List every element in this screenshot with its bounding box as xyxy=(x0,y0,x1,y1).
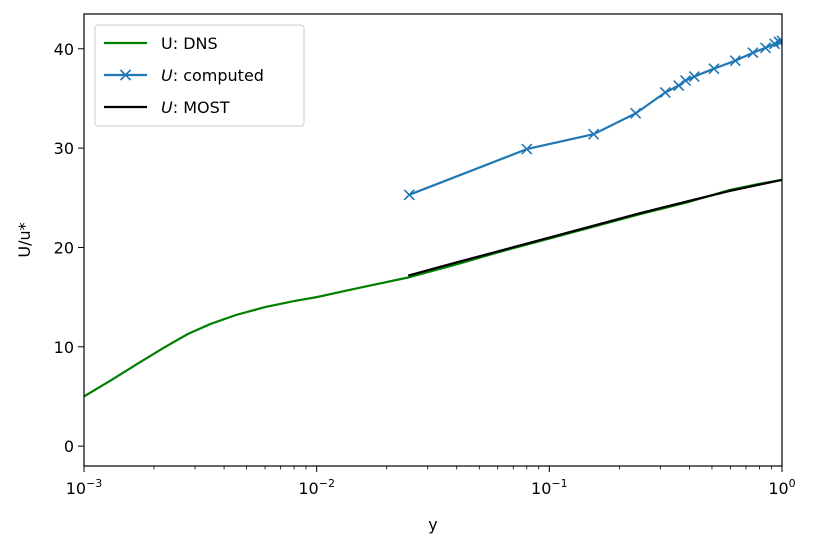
x-tick-label: 100 xyxy=(768,477,795,498)
axis-ticks: 10−3 10−2 10−1 100 0 10 20 30 40 xyxy=(54,40,796,498)
marker-stroke xyxy=(630,107,642,119)
y-tick-label: 40 xyxy=(54,40,74,59)
y-tick-label: 10 xyxy=(54,338,74,357)
marker-stroke xyxy=(760,42,772,54)
data-point-marker xyxy=(659,86,671,99)
data-point-marker xyxy=(521,143,533,155)
marker-stroke xyxy=(776,35,782,42)
marker-stroke xyxy=(659,86,671,99)
marker-stroke xyxy=(747,47,759,59)
data-point-marker xyxy=(688,71,700,83)
data-point-marker xyxy=(630,107,642,119)
data-point-marker xyxy=(588,128,600,140)
legend-entry: U: computed xyxy=(104,66,264,85)
data-point-marker xyxy=(760,42,772,54)
y-axis-label: U/u* xyxy=(15,222,34,257)
data-point-marker xyxy=(403,189,415,201)
marker-stroke xyxy=(403,189,415,201)
series-line-computed xyxy=(407,39,782,197)
x-tick-label: 10−1 xyxy=(531,477,568,498)
plot-content xyxy=(84,35,782,398)
legend-label: U: computed xyxy=(161,66,264,85)
series-line-most xyxy=(407,178,782,277)
data-point-marker xyxy=(673,79,685,92)
data-point-marker xyxy=(708,63,720,75)
marker-stroke xyxy=(729,55,741,67)
marker-stroke xyxy=(679,74,692,87)
x-axis-label: y xyxy=(428,515,437,534)
marker-stroke xyxy=(521,143,533,155)
marker-stroke xyxy=(688,71,700,83)
legend-entry: U: MOST xyxy=(104,98,230,117)
legend-box xyxy=(94,24,305,127)
data-point-marker xyxy=(776,35,782,47)
y-tick-label: 30 xyxy=(54,139,74,158)
marker-stroke xyxy=(773,37,782,48)
marker-stroke xyxy=(776,39,782,47)
marker-stroke xyxy=(588,128,600,140)
y-tick-label: 20 xyxy=(54,238,74,257)
legend-entry: U: DNS xyxy=(104,34,218,53)
series-line-dns xyxy=(84,178,782,398)
marker-stroke xyxy=(673,79,685,92)
plot-frame xyxy=(83,13,783,467)
x-tick-label: 10−3 xyxy=(66,477,103,498)
data-point-marker xyxy=(729,55,741,67)
data-point-marker xyxy=(747,47,759,59)
marker-stroke xyxy=(708,63,720,75)
data-point-marker xyxy=(773,36,782,48)
data-point-marker xyxy=(679,74,692,87)
legend-marker xyxy=(119,69,132,81)
legend-label: U: MOST xyxy=(161,98,230,117)
legend: U: DNS U: computed U: MOST xyxy=(94,24,305,127)
x-tick-label: 10−2 xyxy=(298,477,335,498)
y-tick-label: 0 xyxy=(64,437,74,456)
legend-label: U: DNS xyxy=(161,34,218,53)
